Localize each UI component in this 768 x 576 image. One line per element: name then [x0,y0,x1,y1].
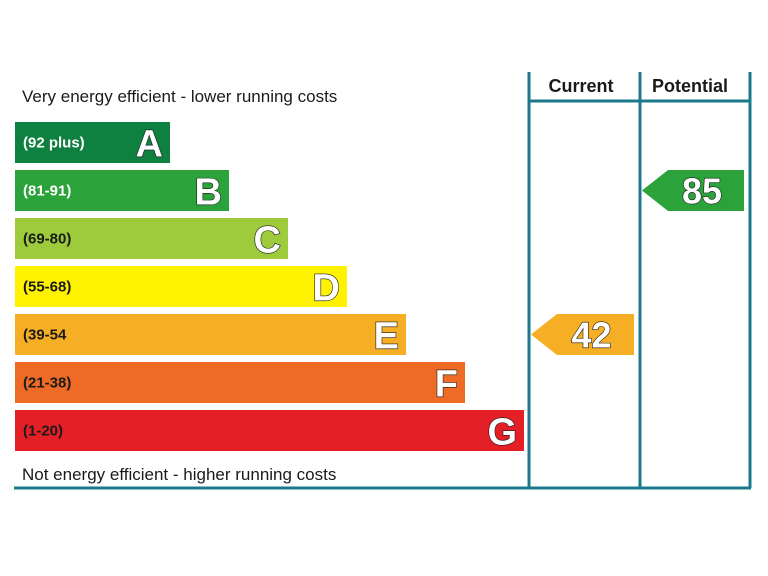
band-a: (92 plus) A [15,122,170,166]
band-range-g: (1-20) [23,423,63,440]
band-letter-e: E [374,316,399,358]
potential-column-header: Potential [652,76,728,96]
band-range-f: (21-38) [23,375,71,392]
band-range-a: (92 plus) [23,135,85,152]
current-rating-arrow-value: 42 [571,315,611,356]
potential-rating-arrow-value: 85 [682,171,722,212]
band-letter-g: G [487,412,517,454]
band-f: (21-38) F [15,362,465,406]
band-letter-a: A [136,124,163,166]
band-c: (69-80) C [15,218,288,262]
band-range-b: (81-91) [23,183,71,200]
bottom-caption: Not energy efficient - higher running co… [22,465,336,484]
band-b: (81-91) B [15,170,229,214]
potential-rating-arrow: 85 [642,170,744,212]
band-g: (1-20) G [15,410,524,454]
band-bar-e [15,314,406,355]
band-letter-b: B [195,172,222,214]
rating-bands: (92 plus) A(81-91) B(69-80) C(55-68) D(39-54… [15,122,524,454]
band-range-c: (69-80) [23,231,71,248]
band-range-e: (39-54 [23,327,67,344]
band-bar-g [15,410,524,451]
band-letter-c: C [254,220,281,262]
band-bar-a [15,122,170,163]
current-rating-arrow-shape [531,314,634,355]
band-d: (55-68) D [15,266,347,310]
band-bar-b [15,170,229,211]
band-bar-f [15,362,465,403]
band-bar-c [15,218,288,259]
current-column-header: Current [548,76,613,96]
band-letter-f: F [435,364,458,406]
top-caption: Very energy efficient - lower running co… [22,87,337,106]
band-range-d: (55-68) [23,279,71,296]
chart-frame [14,72,752,490]
potential-rating-arrow-shape [642,170,744,211]
current-rating-arrow: 42 [531,314,634,356]
band-letter-d: D [313,268,340,310]
band-e: (39-54 E [15,314,406,358]
rating-arrows: 42 85 [531,170,744,356]
band-bar-d [15,266,347,307]
